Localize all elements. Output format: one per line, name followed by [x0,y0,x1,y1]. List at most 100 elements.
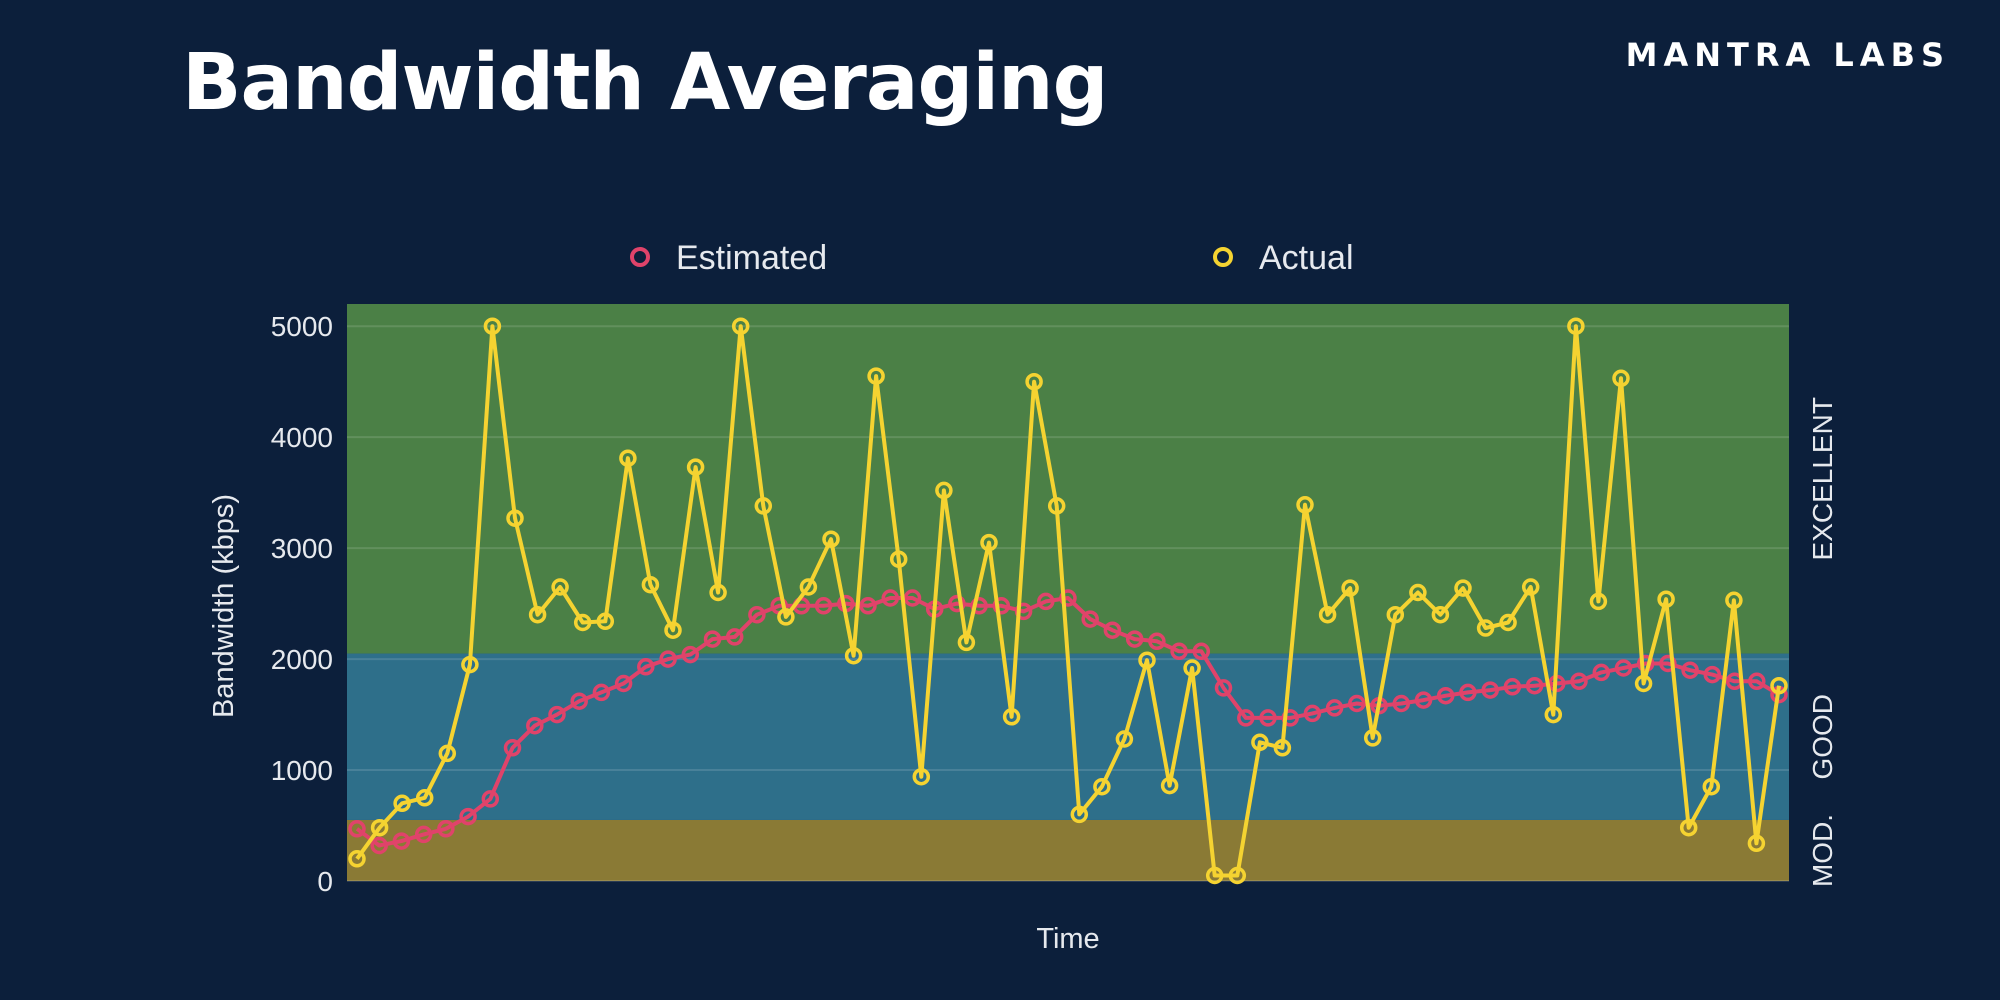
actual-point [799,578,818,596]
y-tick-label: 4000 [271,422,333,453]
actual-point [619,449,637,467]
estimated-point [1081,610,1099,628]
actual-point [528,605,547,624]
estimated-point [814,597,833,615]
estimated-point [348,820,366,838]
estimated-point [1570,672,1588,691]
actual-point [957,633,976,652]
legend: Estimated Actual [630,239,1354,277]
legend-estimated-marker [630,247,650,267]
actual-point [1183,659,1201,677]
estimated-point [903,589,922,607]
series-actual [348,317,1788,885]
estimated-point [1703,665,1722,684]
actual-point [867,367,885,385]
estimated-point [725,628,744,646]
y-axis-ticks: 0 1000 2000 3000 4000 5000 [271,311,333,897]
estimated-point [1259,709,1277,727]
legend-item-actual[interactable]: Actual [1213,239,1354,277]
y-axis-label: Bandwidth (kbps) [208,494,240,718]
actual-point [415,789,434,807]
estimated-point [570,692,588,710]
estimated-point [437,820,455,838]
actual-point [844,646,863,665]
y-tick-label: 2000 [271,644,333,675]
actual-point [370,818,389,837]
actual-point [731,317,750,335]
actual-point [1521,578,1540,596]
actual-point [596,612,615,631]
legend-actual-label: Actual [1259,239,1354,277]
actual-point [889,550,908,568]
x-axis-label: Time [1036,923,1099,955]
estimated-point [1059,589,1077,607]
estimated-point [948,594,966,613]
estimated-point [1192,642,1211,661]
estimated-point [503,739,522,757]
estimated-point [1214,679,1233,697]
estimated-point [1303,704,1322,723]
actual-point [1476,619,1495,637]
estimated-point [681,645,700,664]
actual-point [1770,676,1788,695]
actual-point [1160,776,1179,795]
zone-label: MOD. [1807,814,1838,887]
estimated-point [992,597,1011,615]
actual-point [1002,708,1021,726]
y-tick-label: 3000 [271,533,333,564]
actual-point [1454,579,1472,597]
legend-estimated-label: Estimated [676,239,827,277]
estimated-point [1614,659,1633,677]
actual-point [1567,317,1585,335]
series-estimated [348,589,1788,855]
actual-point [438,744,457,763]
estimated-point [1348,694,1366,713]
actual-point [935,481,953,500]
legend-actual-marker [1213,247,1233,267]
zone-labels: MOD. GOOD EXCELLENT [1807,397,1838,887]
estimated-point [859,597,877,615]
actual-point [1386,605,1405,624]
estimated-point [392,832,411,850]
estimated-point [481,790,500,808]
actual-point [1747,834,1766,853]
actual-point [1341,579,1359,597]
estimated-point [1525,676,1544,695]
estimated-point [414,825,433,844]
legend-item-estimated[interactable]: Estimated [630,239,827,277]
actual-point [980,533,998,552]
actual-point [1318,605,1337,624]
estimated-point [370,836,388,855]
estimated-point [1148,632,1166,651]
actual-point [912,767,931,786]
actual-point [1115,730,1134,748]
estimated-point [1237,709,1255,727]
estimated-point [1170,642,1188,661]
actual-point [1025,372,1043,391]
estimated-point [1659,654,1677,673]
actual-point [1228,866,1247,885]
estimated-point [459,807,477,826]
estimated-point [526,716,544,735]
actual-point [573,613,592,632]
estimated-point [1592,663,1611,682]
actual-point [1725,591,1743,610]
actual-point [1544,705,1563,724]
estimated-point [592,683,611,702]
estimated-point [1125,630,1144,648]
actual-point [348,850,366,868]
actual-point [1138,651,1156,669]
estimated-point [659,650,677,668]
actual-point [1047,497,1066,515]
actual-point [1273,739,1292,757]
actual-point [393,794,411,813]
y-tick-label: 5000 [271,311,333,342]
estimated-point [1681,661,1699,679]
actual-point [1296,496,1314,514]
actual-point [1657,590,1675,608]
estimated-point [1459,683,1477,702]
estimated-point [748,605,766,624]
estimated-point [1481,681,1499,699]
estimated-point [1436,686,1455,705]
actual-point [551,578,569,596]
